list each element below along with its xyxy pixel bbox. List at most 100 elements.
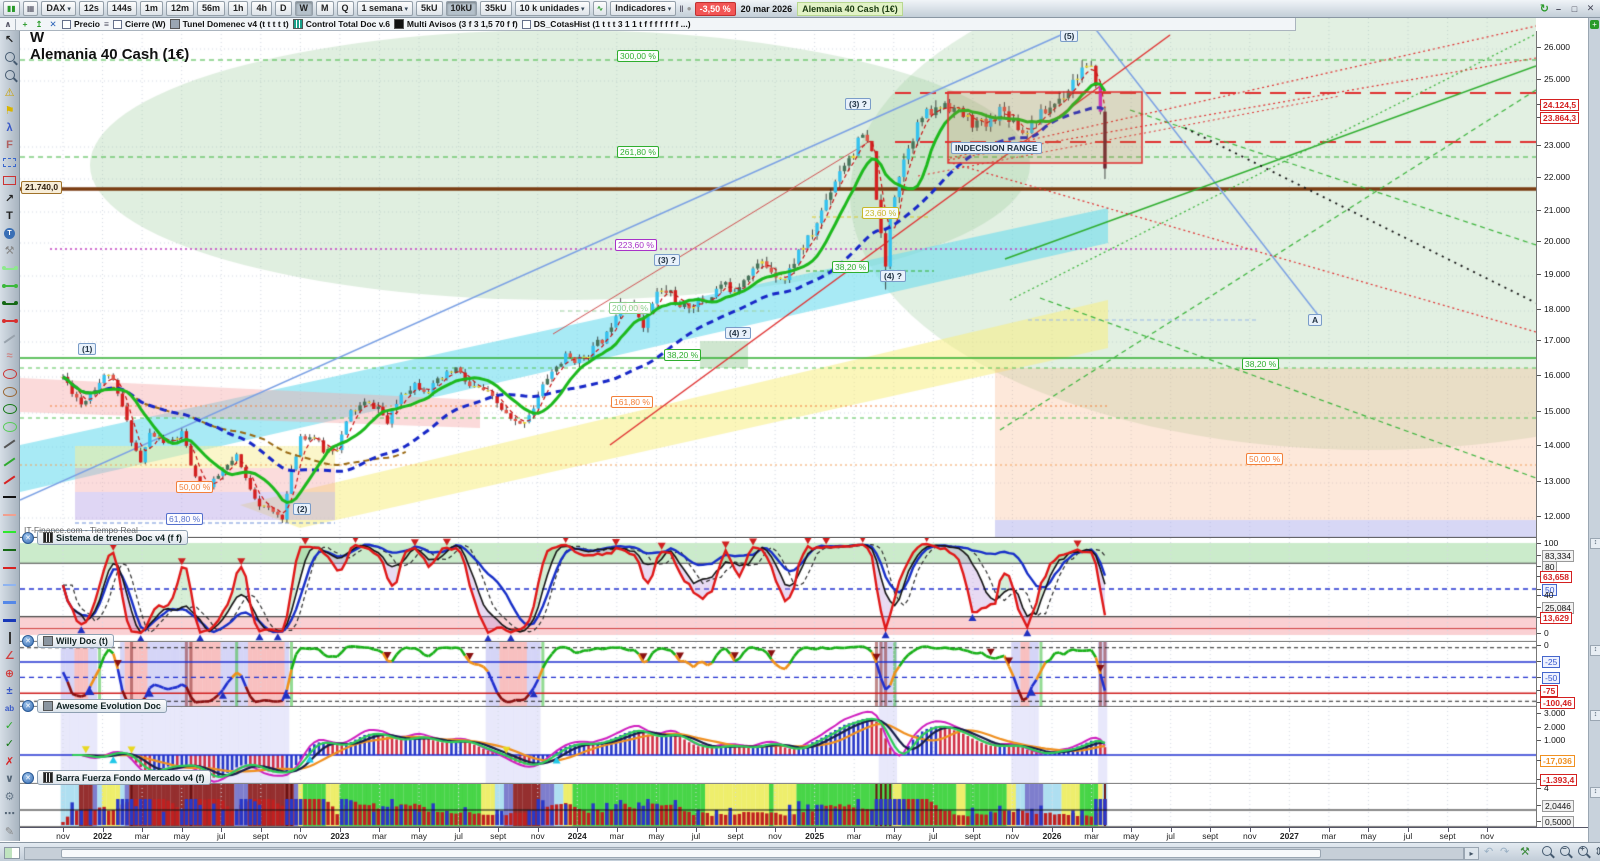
hline-lightblue-icon[interactable] — [1, 576, 19, 594]
segment-green-icon[interactable] — [1, 277, 19, 295]
trendline-green-icon[interactable] — [1, 453, 19, 471]
alert-chart-icon[interactable]: ⚠ — [4, 87, 15, 100]
sistema-de-trenes-panel-canvas[interactable] — [20, 538, 1536, 642]
chart-tools-button[interactable]: ⚒ — [1520, 846, 1530, 858]
overlay-item-5[interactable]: Multi Avisos (3 f 3 1,5 70 f f) — [393, 19, 518, 29]
awesome-panel-canvas[interactable] — [20, 707, 1536, 784]
timeframe-button-12s[interactable]: 12s — [78, 1, 104, 16]
ellipse-green-icon[interactable] — [1, 400, 19, 418]
note-icon[interactable]: T — [1, 225, 19, 243]
fibonacci-circle-icon[interactable]: ⊕ — [4, 667, 15, 680]
zoom-icon[interactable] — [1, 49, 19, 67]
confirm-icon[interactable]: ✓ — [4, 720, 15, 733]
level-f-icon[interactable]: F — [6, 139, 13, 152]
key-icon[interactable]: ⚒ — [4, 245, 15, 258]
panel-resize-icon[interactable]: ↕ — [1590, 645, 1600, 656]
rect-blue-icon[interactable] — [1, 154, 19, 172]
horizontal-scrollbar[interactable] — [24, 847, 1464, 860]
trend-arrow-icon[interactable]: ↗ — [4, 192, 15, 205]
timeframe-button-1h[interactable]: 1h — [227, 1, 249, 16]
timeframe-button-12m[interactable]: 12m — [165, 1, 194, 16]
restore-button[interactable]: □ — [1571, 3, 1578, 14]
angle-icon[interactable]: ∠ — [4, 650, 15, 663]
collapse-panel-icon[interactable]: ∧ — [1, 18, 16, 30]
timeframe-button-Q[interactable]: Q — [336, 1, 354, 16]
ellipse-brown-icon[interactable] — [1, 383, 19, 401]
price-marker-icon[interactable]: λ — [6, 121, 13, 134]
main-chart-canvas[interactable] — [20, 18, 1536, 538]
timeframe-button-M[interactable]: M — [316, 1, 334, 16]
right-strip[interactable]: + ↕ ↕ ↕ ↕ — [1588, 18, 1600, 842]
chart-type-icon[interactable]: ▮▮ — [3, 1, 20, 16]
overlay-item-6[interactable]: DS_CotasHist (1 t t t 3 1 1 t f f f f f … — [521, 19, 691, 29]
toolbar-move-up-icon[interactable]: ↥ — [35, 18, 43, 29]
timeframe-button-1m[interactable]: 1m — [139, 1, 163, 16]
eraser-icon[interactable]: ✎ — [4, 826, 15, 839]
hline-navy-icon[interactable] — [1, 612, 19, 630]
panel-header-barra-fuerza[interactable]: ✕ Barra Fuerza Fondo Mercado v4 (f) — [22, 770, 211, 785]
period-select[interactable]: 1 semana — [356, 1, 414, 16]
approve-icon[interactable]: ✓ — [4, 738, 15, 751]
timeframe-button-4h[interactable]: 4h — [251, 1, 272, 16]
undo-button[interactable]: ↶ — [1484, 846, 1494, 858]
ellipse-red-icon[interactable] — [1, 365, 19, 383]
panel-header-willy[interactable]: ✕ Willy Doc (t) — [22, 634, 114, 648]
panel-title-pill[interactable]: Barra Fuerza Fondo Mercado v4 (f) — [37, 770, 211, 785]
price-axis[interactable]: 26.000 25.000 23.000 22.000 21.000 20.000 19.0… — [1536, 31, 1589, 828]
split-view-icon[interactable] — [4, 847, 20, 859]
panel-close-button[interactable]: ✕ — [22, 531, 34, 544]
panel-header-sistema-de-trenes[interactable]: ✕ Sistema de trenes Doc v4 (f f) — [22, 530, 189, 545]
panel-resize-icon[interactable]: ↕ — [1590, 710, 1600, 721]
timeframe-button-W[interactable]: W — [294, 1, 313, 16]
timeframe-button-56m[interactable]: 56m — [196, 1, 225, 16]
settings-icon[interactable]: ⚙ — [4, 790, 15, 803]
panel-title-pill[interactable]: Awesome Evolution Doc — [37, 699, 167, 713]
scrollbar-thumb[interactable] — [61, 849, 1321, 858]
hline-salmon-icon[interactable] — [1, 506, 19, 524]
overlay-item-2[interactable]: Cierre (W) — [112, 19, 166, 29]
unit-button-10kU[interactable]: 10kU — [445, 1, 478, 16]
alert-bell-icon[interactable]: ⚑ — [4, 104, 15, 117]
elliott-numbers-icon[interactable]: ± — [6, 684, 13, 697]
zoom-in-button[interactable]: + — [1578, 844, 1588, 856]
segment-darkgreen-icon[interactable] — [1, 295, 19, 313]
ellipse-lightgreen-icon[interactable] — [1, 418, 19, 436]
pause-icon[interactable]: ‖ — [679, 3, 684, 14]
elliott-letters-icon[interactable]: ab — [4, 703, 15, 713]
overlay-item-3[interactable]: Tunel Domenec v4 (t t t t t) — [169, 19, 289, 29]
zoom-fit-button[interactable] — [1542, 846, 1552, 856]
delete-icon[interactable]: ✗ — [4, 755, 15, 768]
text-icon[interactable]: T — [6, 209, 13, 222]
time-axis[interactable]: nov 2022 mar may jul sept nov 2023 mar may jul sept… — [0, 827, 1588, 843]
toolbar-add-overlay-icon[interactable]: + — [22, 19, 28, 29]
hline-blue-icon[interactable] — [1, 594, 19, 612]
ellipsis-icon[interactable]: ⋯ — [4, 808, 15, 821]
unit-button-5kU[interactable]: 5kU — [416, 1, 443, 16]
panel-close-button[interactable]: ✕ — [22, 635, 34, 647]
chart-style-icon[interactable]: ∿ — [592, 1, 608, 16]
hline-green-icon[interactable] — [1, 524, 19, 542]
checkbox-icon[interactable] — [112, 19, 122, 29]
overlay-item-4[interactable]: Control Total Doc v.6 — [292, 19, 390, 29]
pattern-icon[interactable]: ≈ — [6, 350, 13, 363]
checkbox-icon[interactable] — [62, 19, 71, 29]
minimize-button[interactable]: – — [1555, 3, 1561, 14]
list-icon[interactable]: ≡ — [104, 19, 109, 29]
overlay-item-0[interactable]: Precio — [62, 19, 100, 29]
indicators-button[interactable]: Indicadores — [610, 1, 677, 16]
trendline-red-icon[interactable] — [1, 471, 19, 489]
close-button[interactable]: ✕ — [1586, 3, 1595, 13]
redo-button[interactable]: ↷ — [1500, 846, 1510, 858]
overlay-item-1[interactable]: ≡ — [104, 19, 109, 29]
segment-red-icon[interactable] — [1, 313, 19, 331]
willy-panel-canvas[interactable] — [20, 642, 1536, 707]
units-select[interactable]: 10 k unidades — [514, 1, 590, 16]
unit-button-35kU[interactable]: 35kU — [480, 1, 512, 16]
timeframe-button-D[interactable]: D — [275, 1, 292, 16]
checkbox-icon[interactable] — [521, 19, 531, 29]
expand-icon[interactable]: + — [1590, 20, 1599, 29]
fit-vertical-button[interactable]: ⇕ — [1594, 846, 1600, 858]
panel-resize-icon[interactable]: ↕ — [1590, 787, 1600, 798]
barra-fuerza-panel-canvas[interactable] — [20, 784, 1536, 827]
trendline-gray-icon[interactable] — [1, 436, 19, 454]
